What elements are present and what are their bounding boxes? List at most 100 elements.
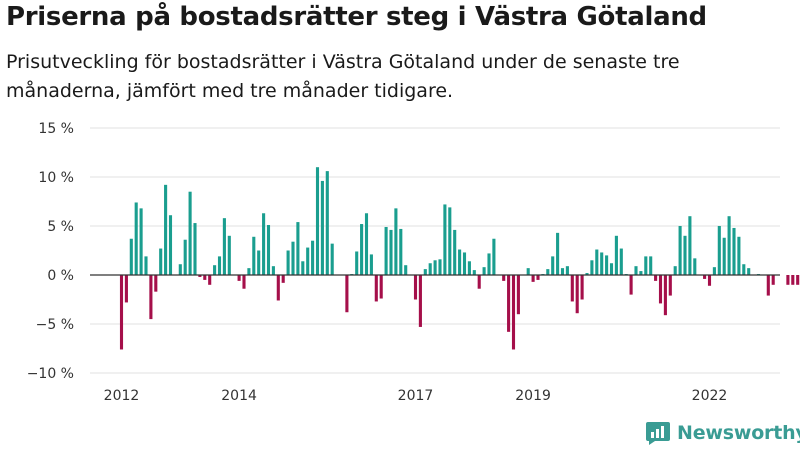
bar: [217, 256, 222, 275]
bar: [428, 263, 432, 275]
chart-subtitle: Prisutveckling för bostadsrätter i Västr…: [6, 51, 680, 102]
bar: [247, 268, 251, 275]
bar: [276, 275, 280, 301]
bar: [168, 215, 173, 275]
bar: [364, 213, 369, 275]
bar: [198, 275, 202, 277]
bar: [418, 275, 422, 327]
bar: [438, 259, 442, 275]
x-axis-tick-labels: 201220142017201920222024: [104, 388, 728, 404]
y-tick-label: 5 %: [47, 219, 74, 235]
bar: [717, 226, 721, 275]
bar: [668, 275, 672, 296]
bar: [511, 275, 516, 350]
bar: [654, 275, 658, 281]
bar: [423, 269, 427, 275]
bar: [732, 227, 736, 275]
bar: [413, 275, 418, 300]
bar: [257, 250, 261, 275]
bar: [306, 247, 310, 275]
bar: [703, 275, 707, 279]
bar: [580, 275, 584, 300]
bar: [678, 226, 682, 275]
bar: [546, 269, 550, 275]
bar: [560, 268, 565, 275]
bar: [492, 238, 496, 275]
y-tick-label: 0 %: [47, 268, 74, 284]
bar: [360, 224, 364, 275]
bar: [551, 256, 555, 275]
bar: [271, 266, 275, 275]
bar: [487, 253, 491, 275]
bar: [614, 235, 618, 275]
bar: [600, 252, 604, 275]
bar: [605, 255, 609, 275]
newsworthy-logo-text: Newsworthy: [677, 422, 800, 444]
bar: [315, 167, 320, 275]
bar: [565, 266, 569, 275]
bar: [345, 275, 349, 313]
bar: [355, 251, 359, 275]
bar: [448, 207, 452, 275]
y-tick-label: −5 %: [36, 317, 74, 333]
bar: [208, 275, 212, 285]
bar: [634, 266, 638, 275]
chart-title: Priserna på bostadsrätter steg i Västra …: [6, 2, 707, 32]
bar: [242, 275, 246, 289]
bar: [796, 275, 800, 285]
bar: [472, 270, 476, 275]
bar: [516, 275, 520, 315]
bar: [252, 236, 256, 275]
gridlines: [90, 127, 780, 374]
bar: [379, 275, 383, 299]
bar: [477, 275, 481, 289]
bar: [467, 261, 471, 275]
bar: [203, 275, 207, 280]
bar: [266, 225, 271, 275]
x-tick-label: 2019: [515, 388, 551, 404]
bar: [262, 213, 266, 275]
bar: [124, 275, 128, 303]
bar: [649, 256, 653, 275]
bar: [330, 243, 334, 275]
x-tick-label: 2022: [692, 388, 728, 404]
bar: [144, 256, 148, 275]
bar: [154, 275, 158, 292]
bar: [570, 275, 574, 302]
bar: [791, 275, 795, 285]
bars: [119, 167, 800, 350]
bar: [178, 264, 182, 275]
bar: [526, 268, 530, 275]
bar: [688, 216, 692, 275]
bar: [119, 275, 124, 350]
bar: [286, 250, 290, 275]
bar: [384, 226, 388, 275]
bar: [595, 249, 599, 275]
bar: [325, 171, 329, 275]
bar: [453, 229, 457, 275]
bar: [742, 264, 746, 275]
newsworthy-logo-icon: [646, 422, 670, 445]
bar: [482, 267, 486, 275]
bar: [237, 275, 241, 281]
bar: [369, 254, 373, 275]
bar: [575, 275, 579, 314]
bar: [227, 235, 231, 275]
bar: [389, 229, 393, 275]
bar: [707, 275, 712, 286]
bar: [507, 275, 511, 332]
x-tick-label: 2017: [398, 388, 434, 404]
bar: [394, 208, 398, 275]
bar: [722, 237, 726, 275]
bar: [458, 249, 462, 275]
bar: [766, 275, 770, 296]
bar: [129, 238, 133, 275]
bar: [556, 232, 560, 275]
bar: [296, 222, 300, 275]
y-tick-label: −10 %: [27, 366, 74, 382]
bar: [193, 223, 197, 275]
bar: [727, 216, 731, 275]
bar: [320, 180, 324, 275]
bar: [149, 275, 153, 320]
bar: [164, 184, 168, 275]
